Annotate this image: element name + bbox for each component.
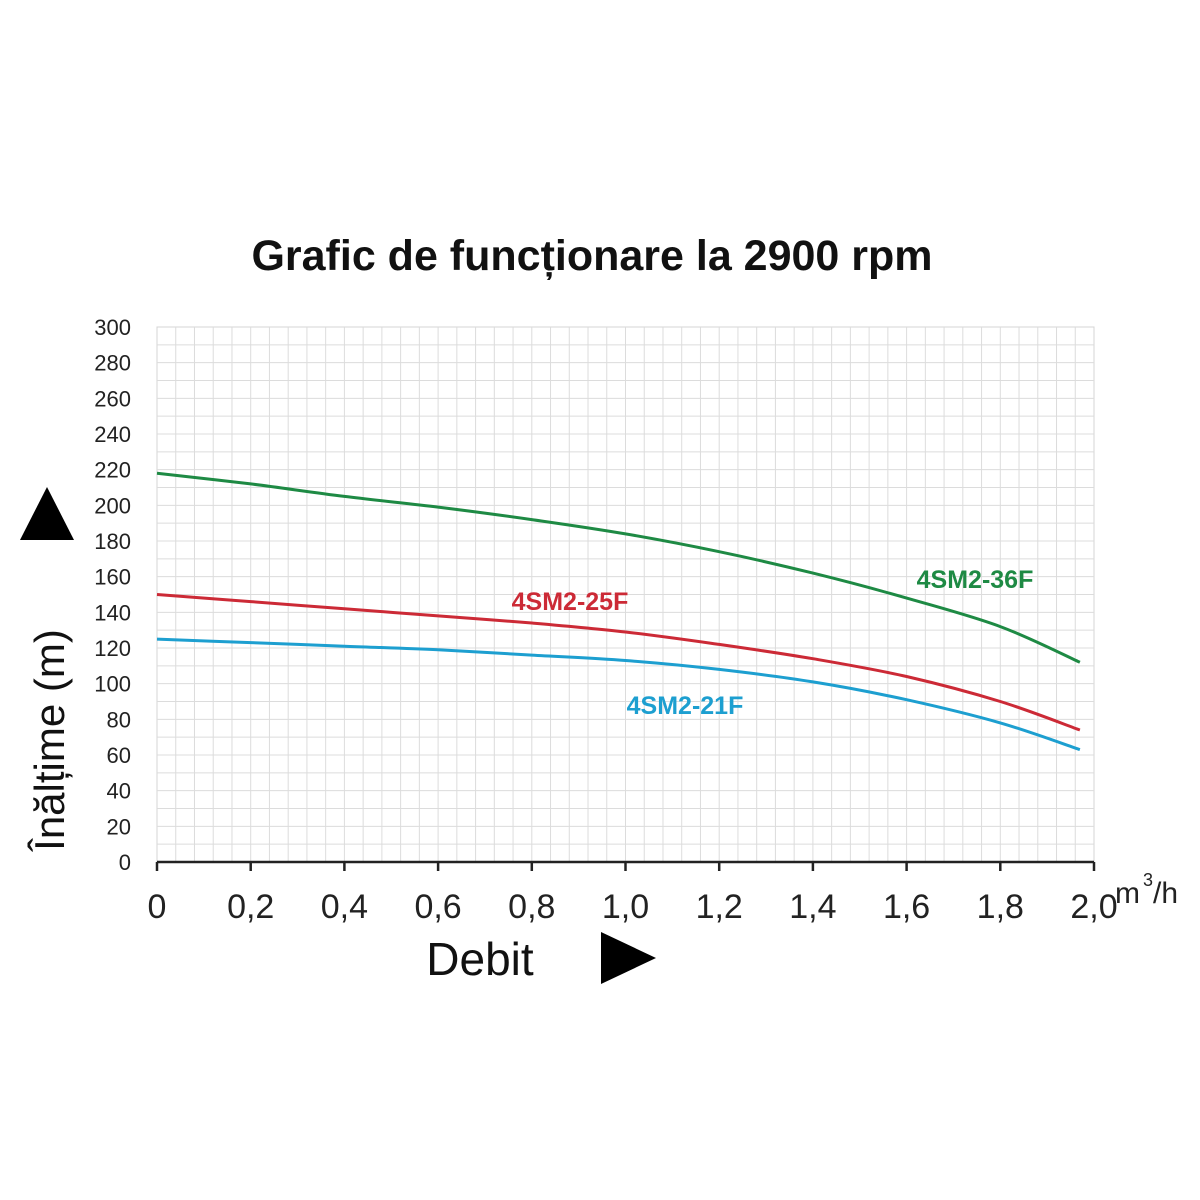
x-tick-label: 0,6	[414, 888, 461, 926]
y-tick-label: 220	[94, 458, 131, 483]
x-tick-label: 2,0	[1070, 888, 1117, 926]
y-tick-label: 0	[119, 850, 131, 875]
x-tick-label: 1,8	[977, 888, 1024, 926]
y-tick-label: 120	[94, 636, 131, 661]
x-unit-superscript: 3	[1143, 870, 1153, 890]
x-axis-arrow-icon	[601, 932, 656, 984]
y-tick-label: 100	[94, 672, 131, 697]
y-tick-label: 180	[94, 529, 131, 554]
series-line-4sm2-36f	[156, 471, 1081, 664]
y-tick-label: 300	[94, 315, 131, 340]
y-axis-arrow-icon	[20, 487, 74, 540]
y-tick-label: 260	[94, 386, 131, 411]
x-tick-label: 1,4	[789, 888, 836, 926]
x-tick-label: 0	[148, 888, 167, 926]
y-tick-label: 140	[94, 600, 131, 625]
series-line-4sm2-21f	[156, 637, 1081, 752]
series-labels: 4SM2-36F 4SM2-25F 4SM2-21F	[512, 566, 1034, 720]
y-tick-label: 80	[107, 707, 131, 732]
series-line-4sm2-25f	[156, 593, 1081, 732]
x-tick-label: 0,8	[508, 888, 555, 926]
x-tick-labels: 0 0,2 0,4 0,6 0,8 1,0 1,2 1,4 1,6 1,8 2,0	[148, 862, 1118, 926]
x-axis-label: Debit	[426, 933, 534, 985]
x-unit-tail: /h	[1153, 877, 1178, 910]
x-tick-label: 0,4	[321, 888, 368, 926]
y-tick-label: 200	[94, 493, 131, 518]
x-unit: m	[1115, 877, 1140, 910]
y-tick-label: 60	[107, 743, 131, 768]
series-label-4sm2-36f: 4SM2-36F	[917, 566, 1034, 594]
y-tick-label: 40	[107, 779, 131, 804]
y-tick-label: 240	[94, 422, 131, 447]
chart-title: Grafic de funcționare la 2900 rpm	[251, 232, 932, 280]
y-tick-label: 280	[94, 351, 131, 376]
y-tick-labels: 0 20 40 60 80 100 120 140 160 180 200 220 240 260 280 3…	[94, 315, 131, 875]
series-label-4sm2-25f: 4SM2-25F	[512, 588, 629, 616]
series-label-4sm2-21f: 4SM2-21F	[627, 692, 744, 720]
x-tick-label: 0,2	[227, 888, 274, 926]
series-lines	[156, 471, 1081, 752]
x-tick-label: 1,6	[883, 888, 930, 926]
grid	[156, 326, 1095, 863]
y-axis-label: Înălțime (m)	[26, 629, 73, 852]
x-tick-label: 1,2	[696, 888, 743, 926]
y-tick-label: 20	[107, 814, 131, 839]
x-tick-label: 1,0	[602, 888, 649, 926]
y-tick-label: 160	[94, 565, 131, 590]
